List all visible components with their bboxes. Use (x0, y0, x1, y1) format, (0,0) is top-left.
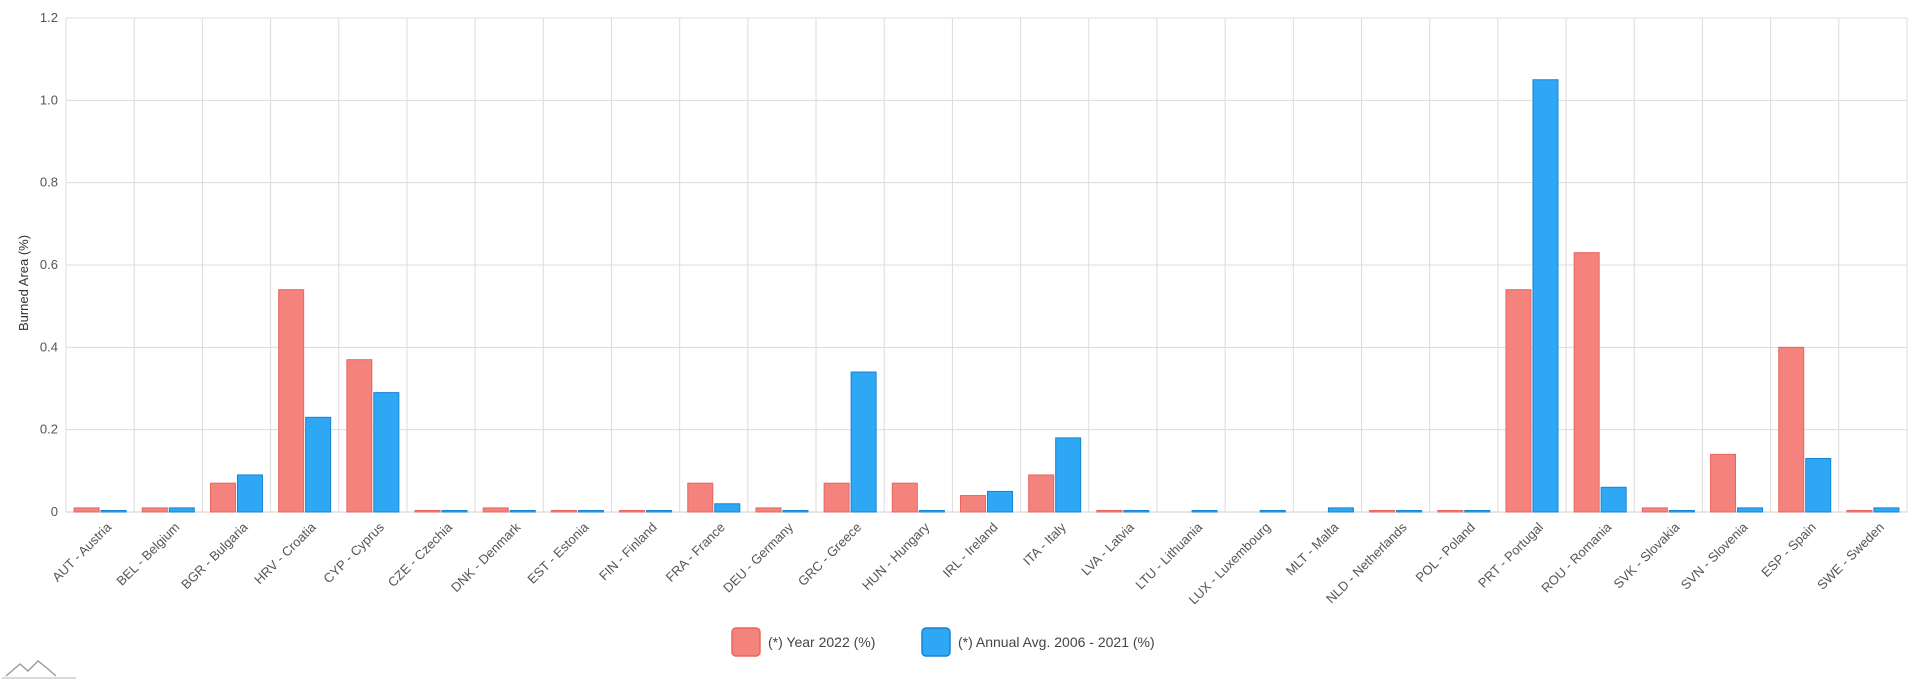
bar-year-2022-dnk[interactable] (482, 507, 509, 513)
bar-annual-avg-esp[interactable] (1805, 457, 1832, 513)
y-tick-label: 0.6 (40, 257, 58, 272)
bar-annual-avg-est[interactable] (577, 510, 604, 513)
bar-year-2022-fra[interactable] (687, 482, 714, 513)
bar-annual-avg-hrv[interactable] (305, 416, 332, 513)
x-tick-label: FIN - Finland (596, 520, 660, 584)
x-tick-label: MLT - Malta (1283, 519, 1342, 578)
legend-label-annual-avg[interactable]: (*) Annual Avg. 2006 - 2021 (%) (958, 634, 1155, 650)
x-tick-label: DNK - Denmark (448, 519, 524, 595)
bar-annual-avg-bgr[interactable] (236, 474, 263, 513)
bar-year-2022-prt[interactable] (1505, 289, 1532, 513)
bar-annual-avg-aut[interactable] (100, 510, 127, 513)
x-tick-label: SVK - Slovakia (1611, 519, 1683, 591)
bar-annual-avg-swe[interactable] (1873, 507, 1900, 513)
bar-annual-avg-pol[interactable] (1464, 510, 1491, 513)
x-tick-label: ITA - Italy (1020, 519, 1069, 568)
bar-year-2022-grc[interactable] (823, 482, 850, 513)
x-tick-label: DEU - Germany (720, 519, 796, 595)
x-tick-label: SWE - Sweden (1814, 520, 1887, 593)
bar-year-2022-cze[interactable] (414, 510, 441, 513)
y-axis-ticks: 0 0.2 0.4 0.6 0.8 1.0 1.2 (40, 10, 58, 519)
bar-annual-avg-fin[interactable] (646, 510, 673, 513)
bar-year-2022-bel[interactable] (141, 507, 168, 513)
x-tick-label: SVN - Slovenia (1678, 519, 1751, 592)
x-tick-label: ROU - Romania (1538, 519, 1615, 596)
bar-year-2022-cyp[interactable] (346, 359, 373, 513)
legend-label-year-2022[interactable]: (*) Year 2022 (%) (768, 634, 875, 650)
x-tick-label: HRV - Croatia (251, 519, 319, 587)
x-tick-label: BEL - Belgium (113, 520, 182, 589)
bar-year-2022-hrv[interactable] (278, 289, 305, 513)
bar-year-2022-svn[interactable] (1710, 453, 1737, 513)
bar-annual-avg-hun[interactable] (918, 510, 945, 513)
x-tick-label: GRC - Greece (795, 520, 864, 589)
bar-year-2022-est[interactable] (550, 510, 577, 513)
bar-year-2022-nld[interactable] (1369, 510, 1396, 513)
bar-annual-avg-dnk[interactable] (509, 510, 536, 513)
x-tick-label: FRA - France (663, 520, 728, 585)
bar-annual-avg-ita[interactable] (1055, 437, 1082, 513)
bar-year-2022-lva[interactable] (1096, 510, 1123, 513)
y-tick-label: 0.4 (40, 339, 58, 354)
bar-annual-avg-cyp[interactable] (373, 392, 400, 513)
y-tick-label: 0.2 (40, 422, 58, 437)
bar-year-2022-hun[interactable] (891, 482, 918, 513)
bar-annual-avg-mlt[interactable] (1327, 507, 1354, 513)
bar-year-2022-fin[interactable] (619, 510, 646, 513)
bar-year-2022-aut[interactable] (73, 507, 100, 513)
x-tick-label: LVA - Latvia (1078, 519, 1137, 578)
y-axis-title: Burned Area (%) (16, 235, 31, 331)
legend: (*) Year 2022 (%) (*) Annual Avg. 2006 - … (731, 627, 1155, 657)
bar-year-2022-irl[interactable] (960, 495, 986, 513)
bar-annual-avg-deu[interactable] (782, 510, 809, 513)
bar-year-2022-esp[interactable] (1778, 346, 1805, 513)
legend-swatch-year-2022[interactable] (731, 627, 761, 657)
y-tick-label: 1.2 (40, 10, 58, 25)
bar-year-2022-pol[interactable] (1437, 510, 1464, 513)
bar-annual-avg-lux[interactable] (1259, 510, 1286, 513)
bar-annual-avg-bel[interactable] (168, 507, 195, 513)
bar-annual-avg-svn[interactable] (1737, 507, 1764, 513)
x-tick-label: EST - Estonia (524, 519, 592, 587)
x-tick-label: POL - Poland (1412, 520, 1477, 585)
x-tick-label: PRT - Portugal (1475, 519, 1546, 590)
x-tick-label: IRL - Ireland (940, 520, 1001, 581)
bar-year-2022-svk[interactable] (1641, 507, 1668, 513)
bar-year-2022-rou[interactable] (1573, 252, 1600, 513)
bar-annual-avg-irl[interactable] (987, 490, 1013, 513)
bar-year-2022-ita[interactable] (1028, 474, 1055, 513)
legend-swatch-annual-avg[interactable] (921, 627, 951, 657)
x-tick-label: CZE - Czechia (385, 519, 456, 590)
x-tick-label: HUN - Hungary (859, 519, 933, 593)
x-tick-label: BGR - Bulgaria (178, 519, 251, 592)
bar-year-2022-bgr[interactable] (209, 482, 236, 513)
bar-annual-avg-prt[interactable] (1532, 79, 1559, 513)
bars (73, 79, 1900, 513)
x-tick-label: AUT - Austria (49, 519, 115, 585)
bar-annual-avg-grc[interactable] (850, 371, 877, 513)
bar-year-2022-deu[interactable] (755, 507, 782, 513)
bar-annual-avg-cze[interactable] (441, 510, 468, 513)
bar-year-2022-swe[interactable] (1846, 510, 1873, 513)
grid (65, 17, 1908, 513)
y-tick-label: 1.0 (40, 92, 58, 107)
bar-annual-avg-rou[interactable] (1600, 486, 1627, 513)
bar-annual-avg-lva[interactable] (1123, 510, 1150, 513)
y-tick-label: 0 (51, 504, 58, 519)
bar-annual-avg-svk[interactable] (1668, 510, 1695, 513)
x-tick-label: CYP - Cyprus (320, 519, 387, 586)
mountain-logo-icon (2, 660, 76, 679)
x-tick-label: LTU - Lithuania (1132, 519, 1205, 592)
bar-annual-avg-fra[interactable] (714, 503, 741, 513)
x-tick-label: ESP - Spain (1758, 520, 1819, 581)
bar-annual-avg-ltu[interactable] (1191, 510, 1218, 513)
y-tick-label: 0.8 (40, 175, 58, 190)
bar-annual-avg-nld[interactable] (1396, 510, 1423, 513)
